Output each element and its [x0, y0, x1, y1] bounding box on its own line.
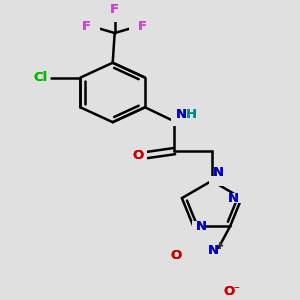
Text: O: O: [133, 148, 144, 161]
Bar: [206, 254, 219, 264]
Bar: [129, 22, 143, 32]
Text: O: O: [223, 285, 235, 298]
Text: N: N: [213, 166, 224, 179]
Text: N: N: [208, 244, 219, 257]
Text: Cl: Cl: [34, 71, 48, 84]
Text: H: H: [186, 108, 197, 121]
Text: F: F: [138, 20, 147, 33]
Bar: [218, 281, 235, 292]
Bar: [86, 22, 100, 32]
Bar: [170, 117, 194, 126]
Bar: [209, 176, 223, 185]
Text: N: N: [176, 108, 187, 121]
Text: F: F: [82, 20, 91, 33]
Text: N: N: [196, 220, 207, 232]
Text: F: F: [82, 20, 91, 33]
Bar: [108, 13, 122, 22]
Text: H: H: [186, 108, 197, 121]
Text: N: N: [176, 108, 187, 121]
Text: O: O: [170, 249, 181, 262]
Bar: [131, 150, 147, 160]
Text: +: +: [216, 241, 224, 251]
Text: N: N: [208, 244, 219, 257]
Text: Cl: Cl: [34, 71, 48, 84]
Text: ⁻: ⁻: [233, 285, 239, 295]
Bar: [192, 221, 206, 231]
Text: N: N: [213, 166, 224, 179]
Text: N: N: [227, 192, 239, 205]
Text: F: F: [110, 3, 119, 16]
Bar: [25, 73, 48, 82]
Bar: [169, 250, 185, 260]
Text: N: N: [227, 192, 239, 205]
Text: F: F: [110, 3, 119, 16]
Text: +: +: [216, 241, 224, 251]
Text: ⁻: ⁻: [233, 285, 239, 295]
Text: F: F: [138, 20, 147, 33]
Text: O: O: [133, 148, 144, 161]
Text: O: O: [170, 249, 181, 262]
Text: N: N: [196, 220, 207, 232]
Text: O: O: [223, 285, 235, 298]
Bar: [229, 194, 243, 203]
